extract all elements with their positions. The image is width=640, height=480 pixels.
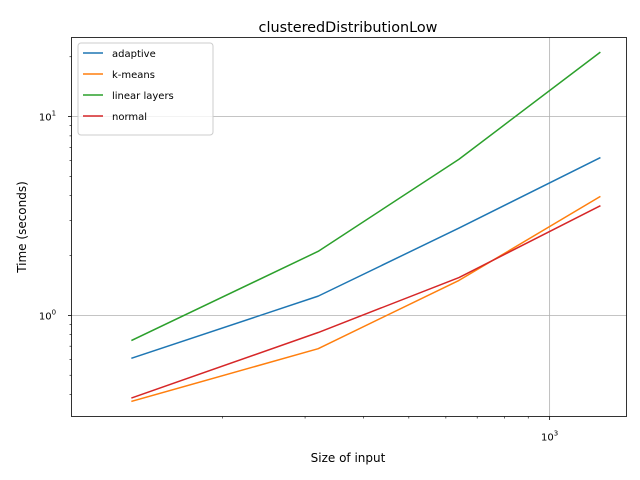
series-line-adaptive [131,156,601,360]
series-layer [131,51,601,403]
series-line-normal [131,205,601,399]
x-tick-label: 103 [541,430,558,444]
series-line-k-means [131,195,601,403]
legend-label: adaptive [112,49,156,60]
legend-box [77,42,214,136]
legend: adaptive k-means linear layers normal [77,42,214,136]
series-line-linear-layers [131,51,601,342]
plot-frame [71,37,627,417]
y-tick-label: 101 [39,110,56,124]
legend-label: linear layers [112,91,174,102]
axis-ticks: 103 100 101 [39,56,558,444]
y-axis-label: Time (seconds) [15,181,29,274]
legend-label: k-means [112,70,155,81]
x-axis-label: Size of input [311,451,386,465]
chart-title: clusteredDistributionLow [259,20,438,36]
legend-label: normal [112,112,147,123]
y-tick-label: 100 [39,308,56,322]
